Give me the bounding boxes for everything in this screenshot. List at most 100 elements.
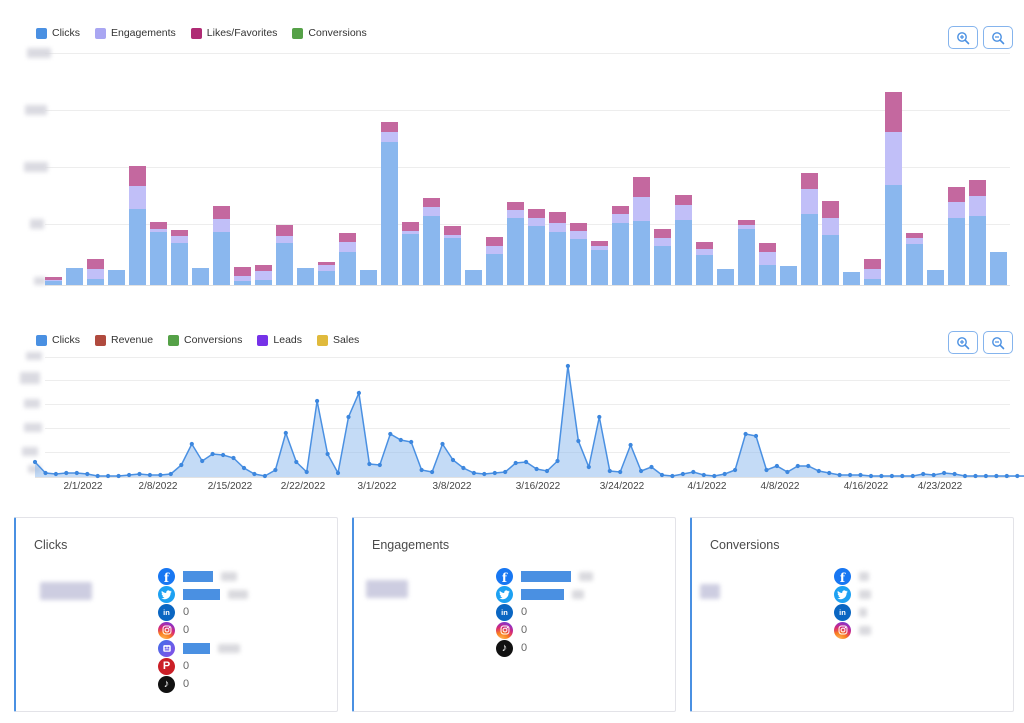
data-point-marker[interactable] (680, 471, 686, 477)
legend-item-conversions[interactable]: Conversions (168, 334, 242, 346)
bar-4[interactable] (129, 166, 146, 285)
data-point-marker[interactable] (879, 473, 884, 479)
data-point-marker[interactable] (931, 472, 936, 478)
zoom-out-button[interactable] (983, 26, 1013, 49)
data-point-marker[interactable] (64, 470, 69, 476)
data-point-marker[interactable] (53, 471, 59, 477)
data-point-marker[interactable] (900, 473, 905, 479)
data-point-marker[interactable] (1004, 473, 1009, 479)
bar-33[interactable] (738, 220, 755, 285)
legend-item-conversions[interactable]: Conversions (292, 27, 367, 39)
data-point-marker[interactable] (367, 461, 372, 467)
data-point-marker[interactable] (837, 472, 842, 478)
bar-41[interactable] (906, 233, 923, 285)
data-point-marker[interactable] (356, 390, 361, 396)
data-point-marker[interactable] (210, 451, 215, 457)
bar-27[interactable] (612, 206, 629, 285)
data-point-marker[interactable] (419, 467, 424, 473)
data-point-marker[interactable] (806, 463, 811, 469)
bar-25[interactable] (570, 223, 587, 285)
data-point-marker[interactable] (868, 473, 874, 479)
data-point-marker[interactable] (377, 462, 382, 468)
data-point-marker[interactable] (513, 460, 518, 466)
zoom-in-button[interactable] (948, 331, 978, 354)
stacked-bar-plot[interactable] (45, 53, 1010, 285)
data-point-marker[interactable] (858, 472, 863, 478)
data-point-marker[interactable] (670, 473, 675, 479)
bar-19[interactable] (444, 226, 461, 285)
data-point-marker[interactable] (973, 473, 978, 479)
data-point-marker[interactable] (722, 471, 727, 477)
data-point-marker[interactable] (659, 472, 665, 478)
zoom-out-button[interactable] (983, 331, 1013, 354)
data-point-marker[interactable] (294, 459, 299, 465)
data-point-marker[interactable] (962, 473, 968, 479)
data-point-marker[interactable] (32, 459, 38, 465)
data-point-marker[interactable] (116, 473, 121, 479)
bar-5[interactable] (150, 222, 167, 285)
data-point-marker[interactable] (733, 467, 738, 473)
data-point-marker[interactable] (994, 473, 999, 479)
data-point-marker[interactable] (597, 414, 602, 420)
bar-6[interactable] (171, 230, 188, 285)
data-point-marker[interactable] (492, 470, 497, 476)
data-point-marker[interactable] (952, 471, 957, 477)
data-point-marker[interactable] (795, 463, 800, 469)
data-point-marker[interactable] (774, 463, 780, 469)
data-point-marker[interactable] (450, 457, 456, 463)
data-point-marker[interactable] (889, 473, 895, 479)
data-point-marker[interactable] (565, 363, 571, 369)
data-point-marker[interactable] (430, 469, 435, 475)
bar-11[interactable] (276, 225, 293, 285)
bar-39[interactable] (864, 259, 881, 285)
data-point-marker[interactable] (137, 471, 142, 477)
bar-17[interactable] (402, 222, 419, 285)
legend-item-engagements[interactable]: Engagements (95, 27, 176, 39)
data-point-marker[interactable] (910, 473, 915, 479)
bar-44[interactable] (969, 180, 986, 285)
data-point-marker[interactable] (753, 433, 759, 439)
data-point-marker[interactable] (482, 471, 487, 477)
data-point-marker[interactable] (764, 467, 769, 473)
bar-18[interactable] (423, 198, 440, 285)
data-point-marker[interactable] (147, 472, 152, 478)
data-point-marker[interactable] (848, 472, 853, 478)
data-point-marker[interactable] (524, 459, 529, 465)
data-point-marker[interactable] (252, 471, 257, 477)
data-point-marker[interactable] (95, 473, 100, 479)
bar-37[interactable] (822, 201, 839, 285)
bar-32[interactable] (717, 269, 734, 285)
bar-9[interactable] (234, 267, 251, 285)
legend-item-leads[interactable]: Leads (257, 334, 302, 346)
data-point-marker[interactable] (43, 470, 48, 476)
data-point-marker[interactable] (346, 414, 351, 420)
data-point-marker[interactable] (127, 472, 132, 478)
zoom-in-button[interactable] (948, 26, 978, 49)
bar-40[interactable] (885, 92, 902, 285)
bar-13[interactable] (318, 262, 335, 285)
bar-7[interactable] (192, 268, 209, 285)
data-point-marker[interactable] (827, 470, 832, 476)
data-point-marker[interactable] (503, 469, 508, 475)
legend-item-revenue[interactable]: Revenue (95, 334, 153, 346)
bar-8[interactable] (213, 206, 230, 285)
bar-22[interactable] (507, 202, 524, 285)
bar-31[interactable] (696, 242, 713, 285)
data-point-marker[interactable] (325, 451, 330, 457)
data-point-marker[interactable] (785, 469, 790, 475)
data-point-marker[interactable] (335, 470, 341, 476)
data-point-marker[interactable] (74, 470, 79, 476)
data-point-marker[interactable] (712, 473, 717, 479)
data-point-marker[interactable] (576, 438, 581, 444)
data-point-marker[interactable] (106, 473, 111, 479)
data-point-marker[interactable] (168, 471, 173, 477)
data-point-marker[interactable] (315, 398, 320, 404)
data-point-marker[interactable] (398, 437, 403, 443)
data-point-marker[interactable] (262, 473, 267, 479)
data-point-marker[interactable] (586, 464, 591, 470)
bar-21[interactable] (486, 237, 503, 285)
data-point-marker[interactable] (461, 465, 466, 471)
data-point-marker[interactable] (544, 468, 550, 474)
data-point-marker[interactable] (639, 468, 644, 474)
data-point-marker[interactable] (85, 471, 90, 477)
